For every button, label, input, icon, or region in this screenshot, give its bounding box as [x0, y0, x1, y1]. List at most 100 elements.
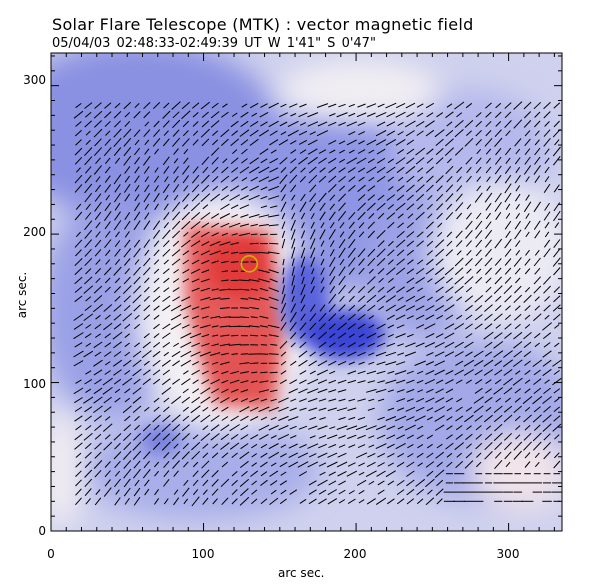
field-vector [241, 103, 248, 108]
field-vector [239, 252, 250, 254]
field-vector [181, 433, 190, 441]
field-vector [220, 203, 230, 210]
field-vector [163, 351, 169, 357]
field-vector [320, 286, 325, 293]
field-vector [269, 157, 279, 164]
field-vector [172, 240, 180, 247]
field-vector [406, 148, 415, 155]
field-vector [260, 452, 268, 458]
field-vector [219, 343, 230, 347]
field-vector [94, 442, 102, 450]
field-vector [475, 120, 483, 128]
field-vector [318, 407, 327, 411]
field-vector [259, 315, 269, 319]
field-vector [542, 414, 552, 423]
field-vector [290, 184, 297, 193]
field-vector [318, 312, 327, 322]
field-vector [114, 497, 121, 506]
field-vector [291, 295, 295, 302]
field-vector [93, 165, 102, 175]
field-vector [514, 138, 522, 147]
field-vector [426, 112, 434, 118]
field-vector [289, 407, 297, 412]
field-vector [163, 166, 170, 174]
field-vector [182, 193, 190, 203]
field-vector [553, 239, 561, 249]
field-vector [435, 248, 445, 257]
field-vector [221, 416, 229, 421]
field-vector [259, 297, 269, 301]
field-vector [84, 276, 93, 285]
field-vector [347, 379, 357, 384]
field-vector [406, 434, 414, 440]
field-vector [309, 229, 316, 240]
field-vector [94, 469, 102, 478]
field-vector [161, 387, 172, 395]
field-vector [493, 313, 503, 322]
field-vector [104, 314, 111, 320]
field-vector [239, 288, 250, 291]
field-vector [269, 470, 279, 477]
field-vector [163, 406, 170, 413]
field-vector [319, 211, 326, 221]
field-vector [250, 334, 259, 337]
field-vector [367, 286, 376, 294]
field-vector [327, 452, 338, 458]
field-vector [162, 341, 171, 348]
field-vector [329, 266, 336, 276]
field-vector [258, 389, 270, 393]
field-vector [113, 304, 122, 312]
field-vector [473, 396, 484, 404]
field-vector [280, 201, 287, 212]
field-vector [404, 120, 416, 128]
field-vector [358, 361, 365, 365]
field-vector [299, 341, 307, 349]
field-vector [268, 334, 279, 337]
field-vector [328, 313, 337, 322]
field-vector [279, 461, 288, 468]
field-vector [524, 305, 531, 311]
field-vector [474, 295, 484, 303]
field-vector [153, 342, 161, 348]
field-vector [523, 432, 532, 441]
field-vector [357, 202, 366, 212]
field-vector [300, 304, 306, 312]
field-vector [74, 342, 83, 348]
field-vector [368, 324, 375, 329]
field-vector [249, 120, 259, 127]
y-tick-label: 100 [23, 377, 46, 391]
field-vector [191, 278, 200, 283]
field-vector [290, 303, 297, 313]
field-vector [134, 415, 140, 422]
field-vector [170, 323, 182, 330]
field-vector [406, 139, 415, 146]
field-vector [152, 295, 161, 302]
field-vector [239, 316, 250, 319]
field-vector [297, 461, 309, 468]
field-vector [504, 451, 512, 460]
field-vector [249, 306, 260, 310]
field-vector [466, 425, 472, 430]
field-vector [190, 268, 201, 274]
field-vector [268, 269, 279, 274]
field-vector [172, 278, 180, 283]
field-vector [290, 332, 297, 340]
field-vector [153, 397, 160, 403]
field-vector [407, 453, 414, 458]
field-vector [465, 333, 473, 339]
field-vector [75, 488, 82, 496]
field-vector [240, 380, 249, 384]
field-vector [542, 396, 552, 404]
field-vector [84, 451, 92, 459]
field-vector [173, 175, 179, 183]
field-vector [504, 248, 512, 257]
field-vector [162, 414, 171, 423]
field-vector [133, 111, 141, 119]
field-vector [142, 369, 151, 376]
field-vector [366, 332, 377, 339]
field-vector [200, 278, 210, 283]
field-vector [465, 452, 473, 459]
field-vector [94, 268, 102, 275]
field-vector [385, 102, 397, 109]
field-vector [337, 210, 347, 222]
